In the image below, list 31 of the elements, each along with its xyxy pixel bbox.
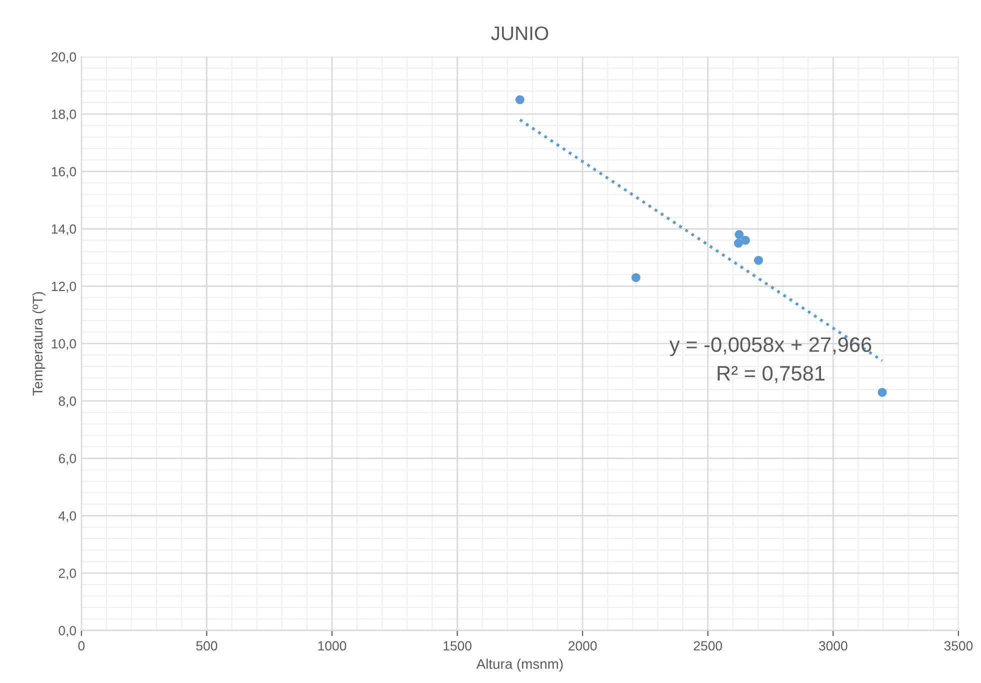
y-tick-label: 10,0 (52, 339, 76, 350)
y-tick-label: 18,0 (52, 110, 76, 121)
x-tick-label: 2000 (568, 641, 597, 651)
annotation: y = -0,0058x + 27,966 (669, 337, 872, 356)
point (631, 273, 640, 282)
y-tick-label: 8,0 (58, 396, 76, 408)
x-axis-title: Altura (msnm) (476, 658, 563, 672)
chart-title: JUNIO (491, 26, 548, 40)
y-tick-label: 4,0 (58, 511, 76, 522)
x-tick-label: 0 (78, 641, 85, 651)
y-tick-label: 14,0 (52, 224, 76, 236)
point (740, 236, 750, 245)
x-tick-label: 1000 (318, 641, 346, 651)
point (734, 238, 743, 248)
y-tick-label: 2,0 (58, 568, 76, 580)
x-tick-label: 3000 (818, 641, 848, 651)
annotation: R² = 0,7581 (718, 366, 824, 384)
y-tick-label: 12,0 (52, 282, 76, 293)
y-tick-label: 16,0 (52, 167, 76, 178)
y-tick-label: 6,0 (58, 454, 76, 465)
y-tick-label: 20,0 (52, 52, 76, 64)
point (754, 256, 763, 265)
x-tick-label: 3500 (944, 641, 973, 651)
x-tick-label: 1500 (444, 641, 472, 651)
point (734, 230, 744, 240)
y-tick-label: 0,0 (58, 626, 76, 637)
point (878, 388, 887, 397)
y-axis-title: Temperatura (ºT) (32, 292, 46, 396)
x-tick-label: 500 (196, 641, 218, 651)
point (515, 95, 524, 104)
x-tick-label: 2500 (694, 641, 722, 651)
